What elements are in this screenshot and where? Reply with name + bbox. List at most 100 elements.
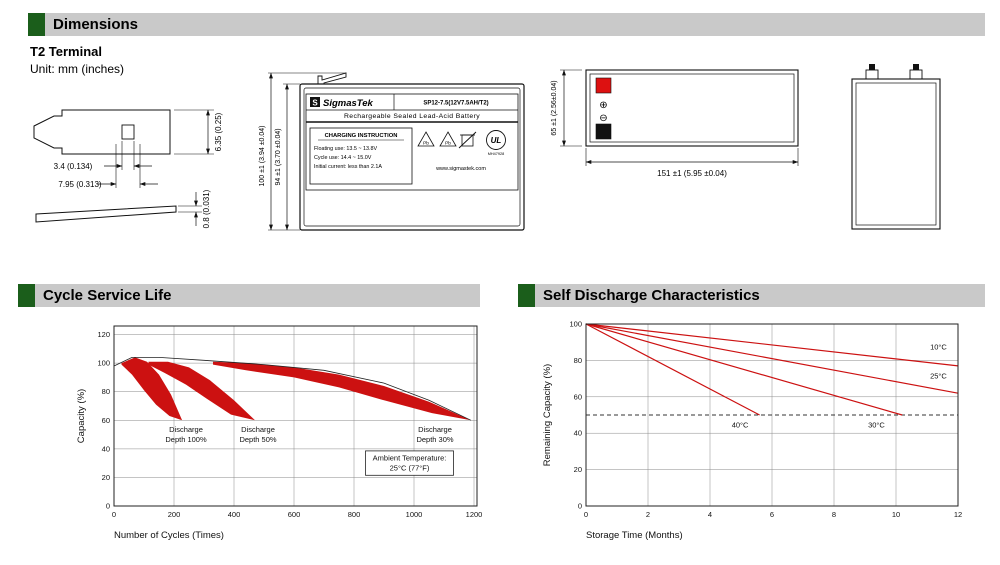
unit-note: Unit: mm (inches) <box>30 62 125 76</box>
chart-annotation: Depth 30% <box>416 435 453 444</box>
charging-instruction-box <box>309 127 413 185</box>
self-discharge-title: Self Discharge Characteristics <box>543 287 760 304</box>
ul-file-number: MH47928 <box>488 152 504 156</box>
battery-top-view: ⊕ ⊖ 151 ±1 (5.95 ±0.04) 65 ±1 (2.56±0.04… <box>551 69 799 178</box>
header-accent-block <box>18 284 35 307</box>
dim-depth: 65 ±1 (2.56±0.04) <box>551 80 558 135</box>
terminal-side-profile <box>35 205 177 223</box>
sigmastek-logo-icon <box>310 97 320 107</box>
y-tick-label: 60 <box>102 416 110 425</box>
temperature-series-line <box>585 323 959 367</box>
dimensions-title: Dimensions <box>53 16 139 33</box>
chart-annotation: Depth 100% <box>165 435 207 444</box>
logo-letter: S <box>312 99 318 108</box>
x-tick-label: 4 <box>708 510 712 519</box>
charging-line-3: Initial current: less than 2.1A <box>314 164 382 170</box>
website: www.sigmastek.com <box>435 166 486 172</box>
side-view-inner <box>855 82 937 226</box>
model-name: SP12-7.5(12V7.5AH/T2) <box>423 101 488 107</box>
y-tick-label: 80 <box>102 387 110 396</box>
battery-side-view <box>851 64 941 230</box>
dim-length: 151 ±1 (5.95 ±0.04) <box>657 169 727 178</box>
header-accent-block <box>518 284 535 307</box>
series-label: 40°C <box>732 421 749 430</box>
y-tick-label: 100 <box>569 320 582 329</box>
discharge-band <box>148 361 255 421</box>
chart-annotation: Discharge <box>418 425 452 434</box>
terminal-tab-outline <box>33 109 171 155</box>
x-tick-label: 200 <box>168 510 181 519</box>
svg-text:UL: UL <box>491 136 502 145</box>
battery-front-view: S SigmasTek SP12-7.5(12V7.5AH/T2) Rechar… <box>259 72 525 231</box>
y-tick-label: 20 <box>102 473 110 482</box>
y-tick-label: 40 <box>102 444 110 453</box>
self-discharge-section-header: Self Discharge Characteristics <box>518 284 985 307</box>
x-tick-label: 0 <box>584 510 588 519</box>
x-tick-label: 6 <box>770 510 774 519</box>
x-tick-label: 10 <box>892 510 900 519</box>
ul-mark-icon: UL MH47928 <box>486 130 506 156</box>
charging-line-2: Cycle use: 14.4 ~ 15.0V <box>314 155 372 161</box>
terminal-hole <box>121 124 135 140</box>
x-axis-label: Number of Cycles (Times) <box>114 530 224 541</box>
cycle-service-life-chart: 0 200 400 600 800 1000 1200 0 20 40 60 80 100 120 Numb… <box>76 325 482 541</box>
dim-tab-height: 6.35 (0.25) <box>214 112 223 151</box>
side-terminal-2 <box>909 64 923 80</box>
y-axis-label: Remaining Capacity (%) <box>542 364 553 466</box>
discharge-band <box>213 361 471 421</box>
charging-title: CHARGING INSTRUCTION <box>325 133 398 139</box>
x-tick-label: 400 <box>228 510 241 519</box>
chart-annotation: Discharge <box>241 425 275 434</box>
y-tick-label: 100 <box>97 359 110 368</box>
side-terminal-1 <box>865 64 879 80</box>
capacity-envelope-curve <box>113 357 472 421</box>
crossed-bin-icon <box>458 131 477 149</box>
temperature-series-line <box>585 323 903 416</box>
plus-symbol: ⊕ <box>599 100 607 111</box>
dim-thickness: 0.8 (0.031) <box>202 189 211 228</box>
y-tick-label: 0 <box>106 502 110 511</box>
chart-annotation: Ambient Temperature: <box>373 454 447 463</box>
cycle-title: Cycle Service Life <box>43 287 172 304</box>
x-tick-label: 12 <box>954 510 962 519</box>
chart-annotation: 25°C (77°F) <box>390 463 430 472</box>
x-tick-label: 8 <box>832 510 836 519</box>
svg-text:Pb: Pb <box>423 141 429 147</box>
self-discharge-chart: 10°C 25°C 30°C 40°C 0 2 4 6 8 10 12 0 20 40 60 80 100 Sto… <box>542 320 962 542</box>
x-tick-label: 2 <box>646 510 650 519</box>
series-label: 25°C <box>930 372 947 381</box>
x-tick-label: 800 <box>348 510 361 519</box>
discharge-band <box>121 357 183 421</box>
brand-name: SigmasTek <box>323 98 374 109</box>
top-view-inner <box>589 73 795 143</box>
recycle-pb-icon-2: Pb <box>439 131 457 147</box>
y-tick-label: 60 <box>574 392 582 401</box>
minus-symbol: ⊖ <box>599 113 607 124</box>
top-terminal-tab <box>317 72 347 85</box>
dim-hole-width: 3.4 (0.134) <box>54 162 93 171</box>
svg-text:Pb: Pb <box>445 141 451 147</box>
y-tick-label: 40 <box>574 429 582 438</box>
label-subtitle: Rechargeable Sealed Lead-Acid Battery <box>344 113 480 120</box>
series-label: 30°C <box>868 421 885 430</box>
temperature-series-line <box>585 323 959 394</box>
series-label: 10°C <box>930 343 947 352</box>
temperature-series-line <box>585 323 760 416</box>
y-tick-label: 0 <box>578 502 582 511</box>
y-tick-label: 120 <box>97 330 110 339</box>
dimensions-section-header: Dimensions <box>28 13 985 36</box>
dim-height-outer: 100 ±1 (3.94 ±0.04) <box>259 125 266 186</box>
chart-annotation: Depth 50% <box>239 435 276 444</box>
dim-height-inner: 94 ±1 (3.70 ±0.04) <box>275 128 282 185</box>
y-tick-label: 80 <box>574 356 582 365</box>
positive-terminal <box>595 77 612 94</box>
annotation-box <box>365 450 454 476</box>
terminal-detail-drawing: 6.35 (0.25) 3.4 (0.134) 7.95 (0.313) 0.8… <box>33 109 223 228</box>
recycle-pb-icon: Pb <box>417 131 435 147</box>
x-tick-label: 600 <box>288 510 301 519</box>
negative-terminal <box>595 123 612 140</box>
charging-line-1: Floating use: 13.5 ~ 13.8V <box>314 146 377 152</box>
dim-tab-width: 7.95 (0.313) <box>58 180 101 189</box>
y-axis-label: Capacity (%) <box>76 389 87 443</box>
